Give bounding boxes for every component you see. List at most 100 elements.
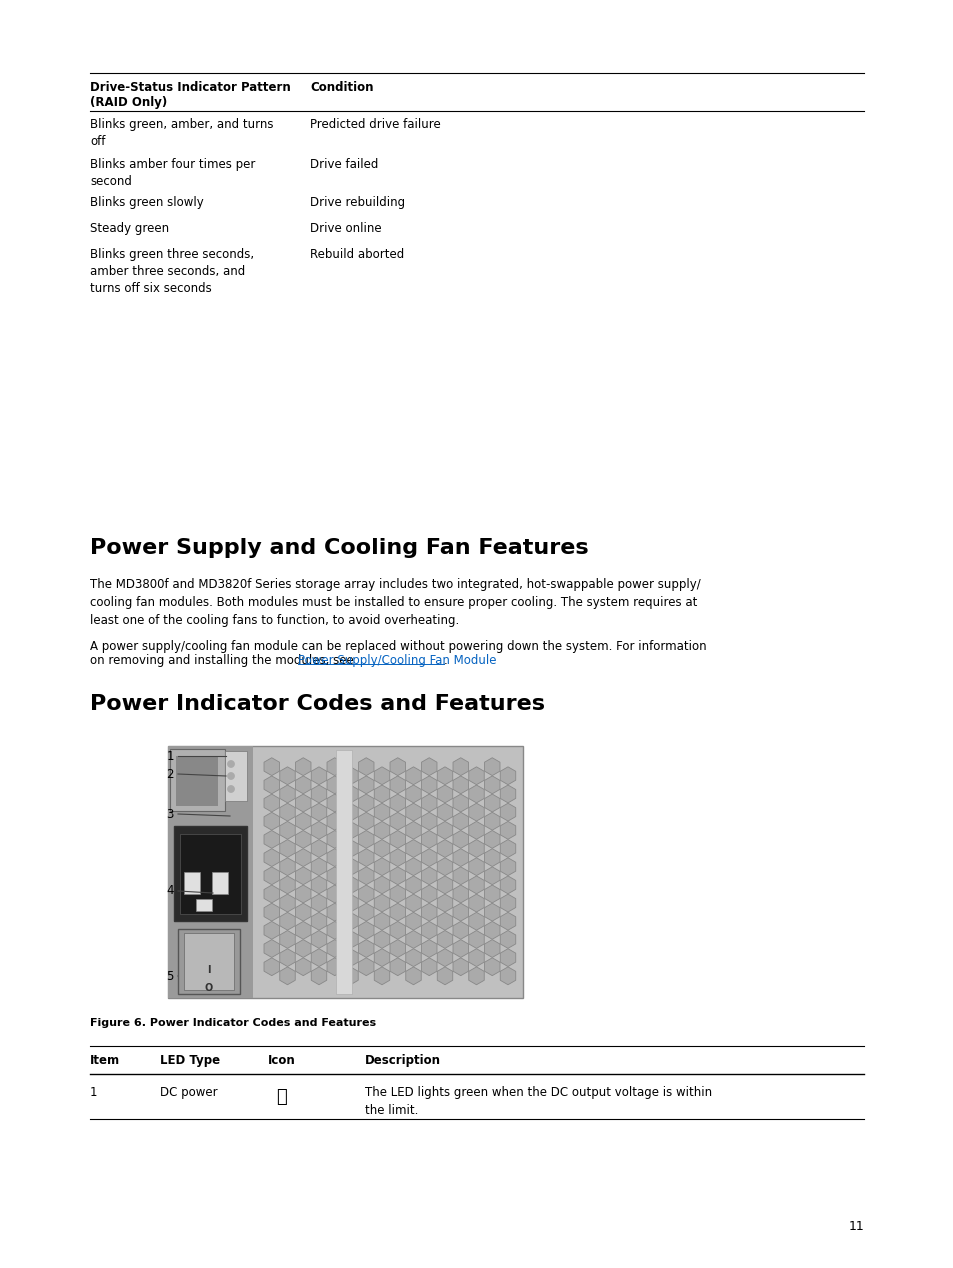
Polygon shape [390, 867, 405, 885]
Text: Rebuild aborted: Rebuild aborted [310, 249, 404, 261]
Text: Blinks green slowly: Blinks green slowly [90, 197, 204, 209]
Polygon shape [295, 903, 311, 921]
Polygon shape [499, 785, 516, 803]
Polygon shape [468, 803, 484, 822]
Bar [168, 746, 253, 998]
Polygon shape [421, 848, 436, 866]
Polygon shape [311, 931, 326, 948]
Polygon shape [342, 839, 358, 857]
Bar [173, 825, 247, 921]
Polygon shape [264, 867, 279, 885]
Polygon shape [327, 922, 342, 940]
Polygon shape [484, 848, 499, 866]
Polygon shape [468, 876, 484, 894]
Polygon shape [405, 767, 421, 785]
Polygon shape [264, 794, 279, 812]
Text: LED Type: LED Type [160, 1054, 220, 1066]
Polygon shape [468, 967, 484, 985]
Polygon shape [453, 885, 468, 903]
Bar [170, 749, 225, 812]
Polygon shape [421, 922, 436, 940]
Polygon shape [468, 913, 484, 931]
Polygon shape [327, 867, 342, 885]
Polygon shape [342, 948, 358, 966]
Polygon shape [264, 831, 279, 848]
Polygon shape [405, 822, 421, 839]
Polygon shape [484, 776, 499, 794]
Polygon shape [484, 922, 499, 940]
Text: Drive rebuilding: Drive rebuilding [310, 197, 405, 209]
Polygon shape [499, 967, 516, 985]
Polygon shape [327, 885, 342, 903]
Polygon shape [390, 831, 405, 848]
Polygon shape [342, 785, 358, 803]
Bar [212, 872, 228, 894]
Text: 11: 11 [847, 1220, 863, 1232]
Polygon shape [327, 776, 342, 794]
Text: Power Indicator Codes and Features: Power Indicator Codes and Features [90, 694, 544, 714]
Polygon shape [421, 794, 436, 812]
Text: 2: 2 [167, 767, 173, 781]
Text: Description: Description [365, 1054, 440, 1066]
Polygon shape [436, 803, 453, 822]
Bar [175, 756, 218, 806]
Bar [195, 899, 212, 910]
Polygon shape [358, 867, 374, 885]
Text: 5: 5 [167, 970, 173, 983]
Polygon shape [405, 894, 421, 912]
Polygon shape [327, 903, 342, 921]
Text: Blinks green three seconds,
amber three seconds, and
turns off six seconds: Blinks green three seconds, amber three … [90, 249, 253, 295]
Polygon shape [327, 957, 342, 975]
Polygon shape [453, 758, 468, 776]
Polygon shape [327, 940, 342, 957]
Polygon shape [484, 758, 499, 776]
Polygon shape [436, 913, 453, 931]
Polygon shape [374, 857, 390, 876]
Polygon shape [374, 767, 390, 785]
Polygon shape [342, 803, 358, 822]
Polygon shape [311, 876, 326, 894]
Polygon shape [484, 794, 499, 812]
Polygon shape [484, 957, 499, 975]
Polygon shape [453, 831, 468, 848]
Polygon shape [311, 913, 326, 931]
Polygon shape [358, 848, 374, 866]
Polygon shape [327, 758, 342, 776]
Polygon shape [342, 931, 358, 948]
Polygon shape [358, 794, 374, 812]
Polygon shape [468, 948, 484, 966]
Polygon shape [264, 813, 279, 831]
Polygon shape [405, 839, 421, 857]
Polygon shape [421, 758, 436, 776]
Polygon shape [279, 857, 294, 876]
Polygon shape [358, 940, 374, 957]
Polygon shape [436, 876, 453, 894]
Bar [184, 872, 200, 894]
Polygon shape [468, 931, 484, 948]
Text: 4: 4 [167, 885, 173, 898]
Text: Drive-Status Indicator Pattern
(RAID Only): Drive-Status Indicator Pattern (RAID Onl… [90, 81, 291, 109]
Polygon shape [468, 822, 484, 839]
Polygon shape [453, 957, 468, 975]
Polygon shape [374, 967, 390, 985]
Polygon shape [453, 794, 468, 812]
Polygon shape [390, 903, 405, 921]
Polygon shape [311, 803, 326, 822]
Polygon shape [295, 922, 311, 940]
Polygon shape [374, 785, 390, 803]
Polygon shape [453, 776, 468, 794]
Polygon shape [295, 794, 311, 812]
Polygon shape [295, 831, 311, 848]
Polygon shape [358, 813, 374, 831]
Polygon shape [484, 831, 499, 848]
Text: Power Supply and Cooling Fan Features: Power Supply and Cooling Fan Features [90, 538, 588, 558]
Polygon shape [436, 967, 453, 985]
Polygon shape [390, 813, 405, 831]
Polygon shape [453, 940, 468, 957]
Polygon shape [374, 839, 390, 857]
Text: Blinks green, amber, and turns
off: Blinks green, amber, and turns off [90, 118, 274, 148]
Polygon shape [358, 957, 374, 975]
Polygon shape [421, 885, 436, 903]
Polygon shape [279, 767, 294, 785]
Polygon shape [295, 813, 311, 831]
